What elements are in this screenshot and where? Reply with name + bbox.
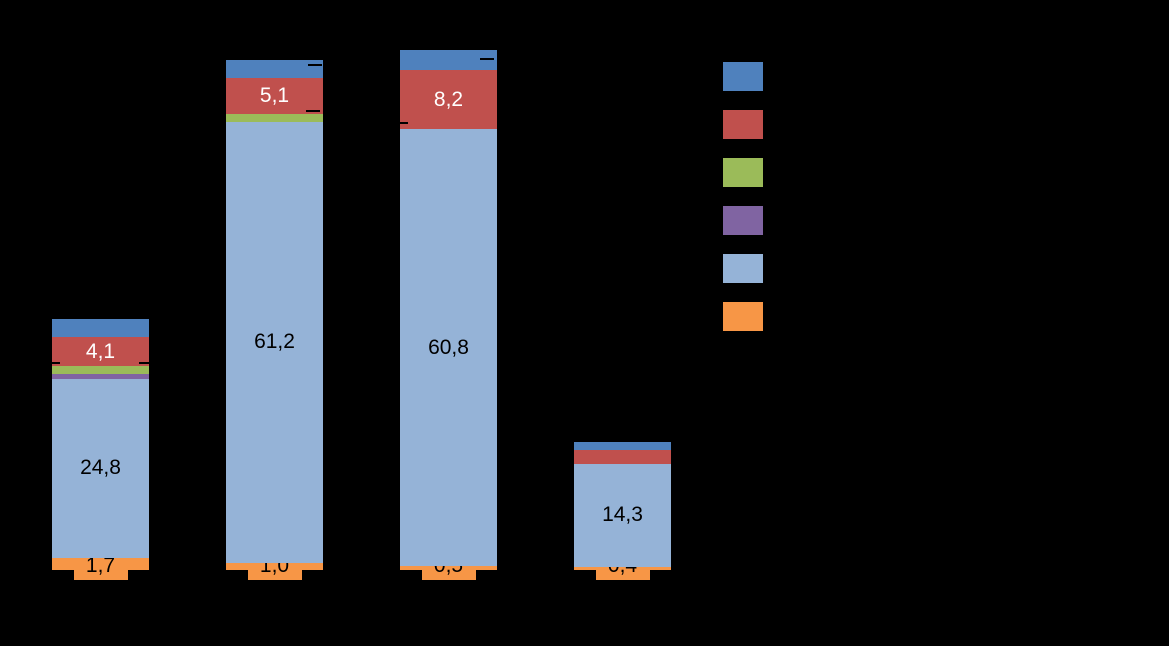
bar-segment-red: [574, 449, 671, 465]
data-label-red: 5,1: [259, 83, 290, 107]
bar-segment-purple: [52, 374, 149, 380]
bar-segment-light-blue: [400, 128, 497, 567]
leader-tick: [306, 110, 320, 112]
bar-segment-green: [52, 366, 149, 375]
leader-tick: [52, 362, 60, 364]
data-label-light-blue: 61,2: [254, 330, 295, 354]
bar-segment-blue: [574, 441, 671, 450]
legend-swatch: [723, 158, 763, 187]
legend: [723, 62, 763, 331]
legend-swatch: [723, 302, 763, 331]
bar-segment-blue: [400, 50, 497, 70]
leader-tick: [480, 58, 494, 60]
leader-tick: [308, 64, 322, 66]
legend-swatch: [723, 110, 763, 139]
bar-segment-light-blue: [226, 122, 323, 563]
data-label-light-blue: 24,8: [80, 456, 121, 480]
legend-swatch: [723, 206, 763, 235]
data-label-light-blue: 14,3: [602, 503, 643, 527]
bar-segment-red: [400, 69, 497, 129]
legend-swatch: [723, 254, 763, 283]
data-label-red: 4,1: [85, 339, 116, 363]
leader-tick: [136, 317, 150, 319]
leader-tick: [139, 362, 153, 364]
bar-segment-blue: [52, 318, 149, 337]
bar-segment-green: [226, 114, 323, 123]
data-label-red: 8,2: [433, 87, 464, 111]
bar-segment-red: [226, 77, 323, 115]
legend-swatch: [723, 62, 763, 91]
data-label-light-blue: 60,8: [428, 335, 469, 359]
bar-segment-blue: [226, 59, 323, 78]
leader-tick: [655, 440, 669, 442]
bar-segment-light-blue: [52, 379, 149, 558]
bar-segment-red: [52, 336, 149, 367]
leader-tick: [400, 122, 408, 124]
bar-segment-light-blue: [574, 464, 671, 568]
